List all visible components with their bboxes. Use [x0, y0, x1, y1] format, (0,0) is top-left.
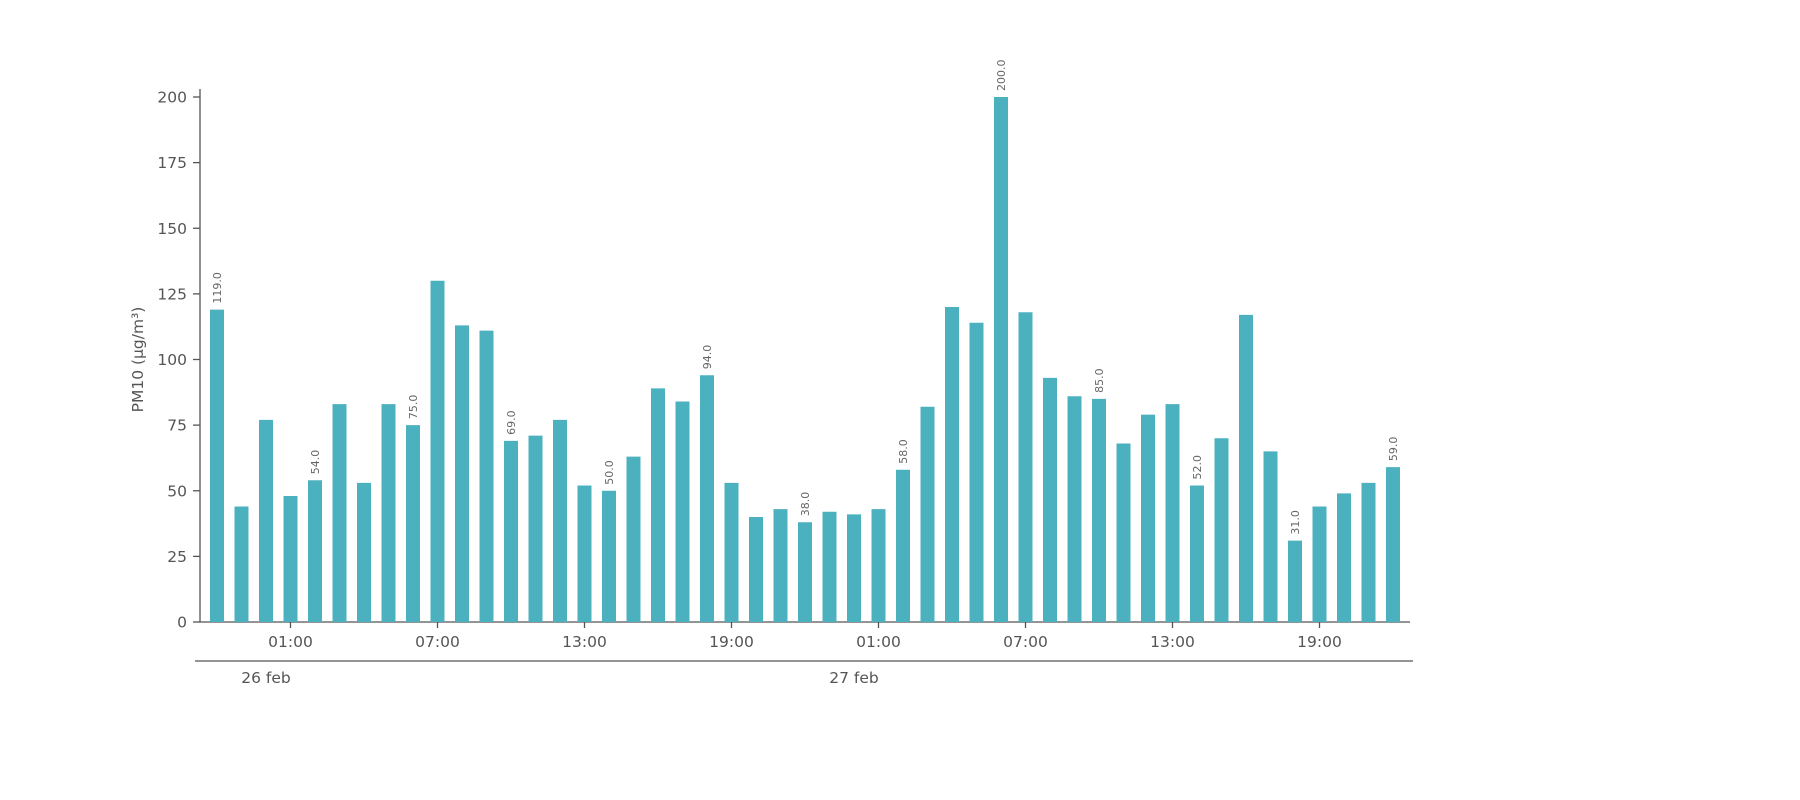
bar — [847, 514, 861, 622]
bar — [896, 469, 910, 622]
bar — [1141, 414, 1155, 622]
bar — [773, 509, 788, 622]
bar — [651, 388, 665, 622]
x-tick-label: 13:00 — [1150, 633, 1195, 651]
bar — [749, 517, 763, 622]
bar — [1043, 377, 1057, 622]
y-tick-label: 50 — [167, 482, 187, 500]
y-tick-label: 75 — [167, 417, 187, 435]
y-tick-label: 125 — [157, 285, 187, 303]
bar-value-label: 59.0 — [1387, 437, 1400, 462]
bar — [724, 482, 739, 622]
y-tick-label: 0 — [177, 614, 187, 632]
bar — [1190, 485, 1204, 622]
x-tick-label: 01:00 — [856, 633, 901, 651]
bar — [553, 419, 567, 622]
bar — [1288, 540, 1302, 622]
bar-value-label: 85.0 — [1093, 368, 1106, 393]
bar — [1312, 506, 1327, 622]
bar — [1337, 493, 1351, 622]
bar-value-label: 119.0 — [211, 272, 224, 304]
bar-value-label: 50.0 — [603, 460, 616, 485]
bar — [455, 325, 469, 622]
bar — [479, 330, 494, 622]
bar — [1165, 404, 1180, 622]
bar — [234, 506, 249, 622]
bar — [1092, 398, 1106, 622]
bar — [920, 406, 935, 622]
bar — [1386, 467, 1400, 622]
x-tick-label: 01:00 — [268, 633, 313, 651]
bar — [406, 425, 420, 622]
bar — [283, 496, 298, 622]
bar — [381, 404, 396, 622]
bar — [969, 322, 984, 622]
x-tick-label: 19:00 — [709, 633, 754, 651]
bar-value-label: 31.0 — [1289, 510, 1302, 535]
y-tick-label: 150 — [157, 220, 187, 238]
bar — [675, 401, 690, 622]
bar — [504, 440, 518, 622]
bar — [945, 307, 959, 622]
bar — [1361, 482, 1376, 622]
bar — [994, 97, 1008, 622]
bar — [430, 280, 445, 622]
bar-value-label: 54.0 — [309, 450, 322, 475]
bar — [308, 480, 322, 622]
bar — [871, 509, 886, 622]
bar-value-label: 200.0 — [995, 60, 1008, 92]
bar — [1067, 396, 1082, 622]
bar — [1116, 443, 1131, 622]
y-tick-label: 25 — [167, 548, 187, 566]
bar-value-label: 52.0 — [1191, 455, 1204, 480]
y-tick-label: 200 — [157, 89, 187, 107]
bar-value-label: 69.0 — [505, 410, 518, 435]
bar — [700, 375, 714, 622]
bar — [528, 435, 543, 622]
bar — [259, 419, 273, 622]
bar — [357, 482, 371, 622]
x-tick-label: 13:00 — [562, 633, 607, 651]
bar — [602, 490, 616, 622]
bar — [1018, 312, 1033, 622]
bar — [210, 309, 224, 622]
bar-value-label: 94.0 — [701, 345, 714, 370]
bar — [1239, 314, 1253, 622]
y-tick-label: 175 — [157, 154, 187, 172]
bar — [798, 522, 812, 622]
x-tick-label: 07:00 — [415, 633, 460, 651]
bar — [1263, 451, 1278, 622]
bar — [822, 511, 837, 622]
y-axis-title: PM10 (µg/m³) — [129, 307, 147, 413]
x-tick-label: 19:00 — [1297, 633, 1342, 651]
bar — [332, 404, 347, 622]
day-label: 26 feb — [241, 669, 290, 687]
day-label: 27 feb — [829, 669, 878, 687]
bar-value-label: 75.0 — [407, 395, 420, 420]
bar — [1214, 438, 1229, 622]
bar — [577, 485, 592, 622]
bar-value-label: 38.0 — [799, 492, 812, 517]
x-tick-label: 07:00 — [1003, 633, 1048, 651]
bar-value-label: 58.0 — [897, 439, 910, 464]
bar — [626, 456, 641, 622]
y-tick-label: 100 — [157, 351, 187, 369]
